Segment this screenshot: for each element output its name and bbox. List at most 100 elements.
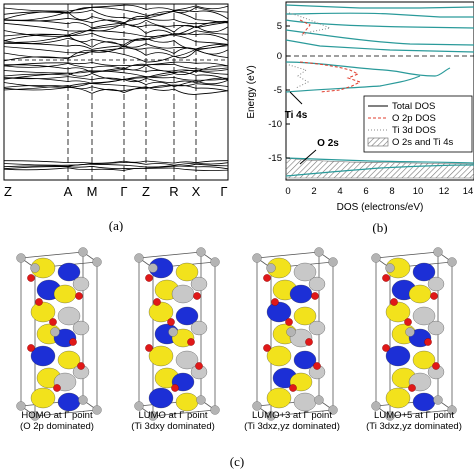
ti-atom — [385, 263, 395, 273]
kpoint-label: R — [169, 184, 178, 199]
orbital-lobe — [293, 350, 317, 370]
panel-label-a: (a) — [109, 218, 123, 232]
ti-atom — [266, 411, 276, 421]
o-atom — [390, 298, 398, 306]
orbital-lobe — [190, 320, 208, 336]
y-tick-label: -10 — [268, 119, 282, 130]
orbital-lobe — [412, 306, 436, 326]
o-atom — [145, 274, 153, 282]
orbital-lobe — [266, 301, 292, 323]
o-atom — [171, 384, 179, 392]
orbital-lobe — [266, 345, 292, 367]
conduction-band-line — [3, 43, 229, 50]
valence-band-line — [3, 63, 229, 70]
ti4s-annotation: Ti 4s — [285, 110, 308, 121]
ti-atom — [447, 405, 457, 415]
y-tick-label: 0 — [277, 51, 282, 62]
dos-curves — [285, 4, 474, 179]
orbital-lobe — [175, 262, 199, 282]
ti-atom — [134, 401, 144, 411]
orbital-caption-lumo: LUMO at Γ point (Ti 3dxy dominated) — [116, 410, 230, 432]
orbital-lobe — [427, 276, 445, 292]
conduction-band-line — [3, 21, 229, 33]
orbital-panels — [16, 247, 457, 421]
dos-plot: 5 0 -5 -10 -15 0 2 4 6 8 10 12 14 Energy… — [246, 1, 474, 234]
ti-atom — [314, 247, 324, 257]
plot-frame — [285, 1, 474, 181]
orbital-unit-cell — [16, 247, 102, 421]
total-dos-conduction — [285, 19, 474, 29]
kpoint-label: Γ — [120, 184, 127, 199]
o2s-annotation: O 2s — [317, 138, 339, 149]
total-dos-conduction — [285, 12, 474, 18]
o-atom — [195, 362, 203, 370]
orbital-lobe — [175, 392, 199, 412]
ti-atom — [266, 263, 276, 273]
orbital-lobe — [412, 392, 436, 412]
o-atom — [263, 344, 271, 352]
total-dos-valence — [285, 61, 451, 77]
kpoint-label: Z — [142, 184, 150, 199]
o-atom — [285, 318, 293, 326]
orbital-lobe — [266, 387, 292, 409]
total-dos-o2s-peak — [285, 157, 474, 164]
kpoint-label: Γ — [220, 184, 227, 199]
conduction-band-line — [3, 45, 229, 54]
ti-atom — [328, 405, 338, 415]
ti-atom — [30, 263, 40, 273]
y-axis-label: Energy (eV) — [246, 65, 257, 118]
orbital-lobe — [30, 345, 56, 367]
o-atom — [424, 338, 432, 346]
ti-atom — [148, 411, 158, 421]
orbital-caption-lumo3: LUMO+3 at Γ point (Ti 3dxz,yz dominated) — [232, 410, 352, 432]
caption-line: LUMO+3 at Γ point — [252, 410, 332, 421]
legend-item: Total DOS — [392, 101, 435, 112]
orbital-lobe — [30, 301, 56, 323]
orbital-lobe — [190, 276, 208, 292]
x-tick-label: 2 — [311, 186, 316, 197]
panel-label-b: (b) — [372, 220, 387, 234]
ti-atom — [447, 257, 457, 267]
o-atom — [49, 318, 57, 326]
ti-atom — [134, 253, 144, 263]
high-symmetry-lines — [67, 4, 197, 180]
ti-atom — [92, 405, 102, 415]
o2p-dos-curve — [299, 19, 311, 36]
valence-band-line — [3, 70, 229, 78]
ti-atom — [252, 401, 262, 411]
ti-atom — [314, 395, 324, 405]
ti-atom — [196, 247, 206, 257]
orbital-lobe — [293, 306, 317, 326]
ti-atom — [148, 263, 158, 273]
o-atom — [35, 298, 43, 306]
orbital-lobe — [293, 262, 317, 282]
orbital-lobe — [171, 284, 195, 304]
orbital-lobe — [385, 387, 411, 409]
conduction-band-line — [3, 11, 229, 25]
ti3d-dos-curve — [285, 63, 310, 89]
orbital-lobe — [148, 387, 174, 409]
orbital-lobe — [175, 306, 199, 326]
orbital-unit-cell — [252, 247, 338, 421]
ti-atom — [50, 327, 60, 337]
o-atom — [271, 298, 279, 306]
valence-band-line — [3, 83, 229, 89]
x-tick-label: 12 — [439, 186, 450, 197]
ti-atom — [16, 401, 26, 411]
o-atom — [404, 318, 412, 326]
orbital-lobe — [308, 276, 326, 292]
orbital-lobe — [30, 387, 56, 409]
ti-atom — [210, 257, 220, 267]
o-atom — [153, 298, 161, 306]
orbital-lobe — [57, 392, 81, 412]
orbital-lobe — [72, 320, 90, 336]
o-atom — [289, 384, 297, 392]
orbital-lobe — [412, 262, 436, 282]
o-atom — [305, 338, 313, 346]
o-atom — [187, 338, 195, 346]
o2p-dos-curve — [299, 61, 362, 93]
caption-line: (Ti 3dxy dominated) — [131, 421, 215, 432]
o-atom — [193, 292, 201, 300]
orbital-caption-lumo5: LUMO+5 at Γ point (Ti 3dxz,yz dominated) — [354, 410, 474, 432]
o-atom — [382, 274, 390, 282]
